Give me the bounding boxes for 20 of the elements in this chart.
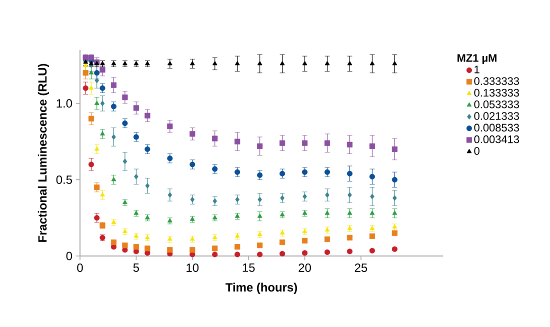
- x-tick-label: 15: [242, 264, 255, 272]
- legend-label: 0.053333: [474, 100, 520, 108]
- x-tick-label: 10: [186, 264, 199, 272]
- x-tick-label: 5: [133, 264, 140, 272]
- x-tick-label: 20: [298, 264, 311, 272]
- y-tick-label: 0.5: [56, 175, 72, 184]
- y-tick-label: 0: [66, 252, 72, 260]
- x-tick-label: 0: [77, 264, 83, 272]
- legend-label: 0.021333: [474, 112, 520, 120]
- legend-label: 0.133333: [474, 88, 520, 97]
- x-axis-title: Time (hours): [226, 282, 297, 294]
- legend-title: MZ1 µM: [458, 54, 496, 64]
- legend-label: 1: [474, 66, 480, 74]
- legend-label: 0.003413: [474, 135, 520, 144]
- y-tick-label: 1.0: [56, 99, 72, 108]
- legend-label: 0: [474, 147, 480, 155]
- legend-label: 0.008533: [474, 124, 520, 132]
- y-axis-title: Fractional Luminescence (RLU): [38, 64, 50, 242]
- x-tick-label: 25: [354, 264, 368, 272]
- legend-label: 0.333333: [474, 77, 520, 85]
